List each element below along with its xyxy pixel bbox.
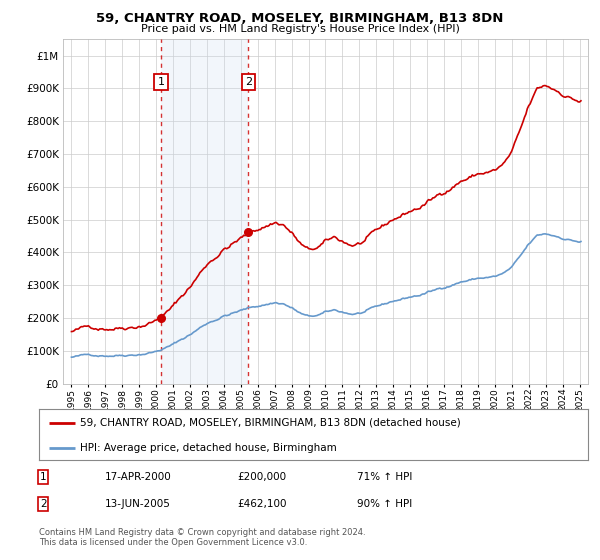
Text: £200,000: £200,000: [237, 472, 286, 482]
Text: £462,100: £462,100: [237, 499, 287, 509]
Text: 2: 2: [245, 77, 252, 87]
Text: 2: 2: [40, 499, 47, 509]
Bar: [161, 39, 248, 384]
Text: 1: 1: [40, 472, 47, 482]
Text: Price paid vs. HM Land Registry's House Price Index (HPI): Price paid vs. HM Land Registry's House …: [140, 24, 460, 34]
Text: 17-APR-2000: 17-APR-2000: [105, 472, 172, 482]
Text: 13-JUN-2005: 13-JUN-2005: [105, 499, 171, 509]
Text: Contains HM Land Registry data © Crown copyright and database right 2024.
This d: Contains HM Land Registry data © Crown c…: [39, 528, 365, 547]
Text: 59, CHANTRY ROAD, MOSELEY, BIRMINGHAM, B13 8DN (detached house): 59, CHANTRY ROAD, MOSELEY, BIRMINGHAM, B…: [80, 418, 461, 428]
Text: 1: 1: [158, 77, 164, 87]
Text: 90% ↑ HPI: 90% ↑ HPI: [357, 499, 412, 509]
Text: 59, CHANTRY ROAD, MOSELEY, BIRMINGHAM, B13 8DN: 59, CHANTRY ROAD, MOSELEY, BIRMINGHAM, B…: [97, 12, 503, 25]
Text: HPI: Average price, detached house, Birmingham: HPI: Average price, detached house, Birm…: [80, 443, 337, 453]
Text: 71% ↑ HPI: 71% ↑ HPI: [357, 472, 412, 482]
